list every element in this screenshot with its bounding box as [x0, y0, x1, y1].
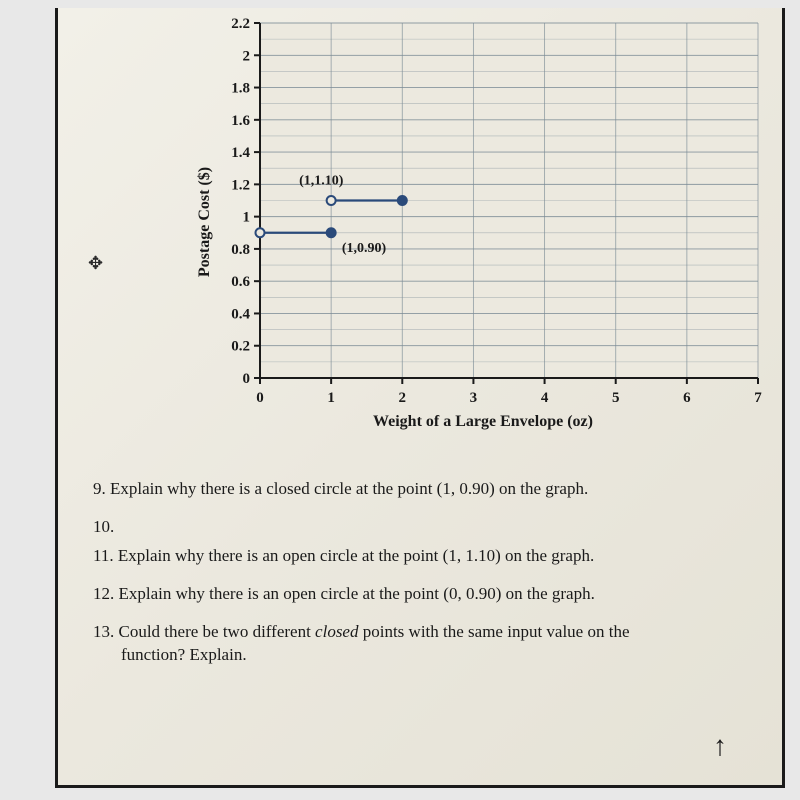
svg-text:1: 1	[327, 390, 335, 406]
svg-text:2: 2	[243, 48, 251, 64]
svg-text:2.2: 2.2	[231, 18, 250, 32]
arrow-up-icon: ↑	[713, 731, 727, 763]
svg-text:0.4: 0.4	[231, 306, 250, 322]
svg-text:4: 4	[541, 390, 549, 406]
svg-text:1: 1	[243, 210, 251, 226]
svg-text:0.6: 0.6	[231, 274, 250, 290]
q13-text-a: Could there be two different	[119, 622, 316, 641]
svg-text:1.8: 1.8	[231, 81, 250, 97]
q12-text: Explain why there is an open circle at t…	[119, 584, 595, 603]
question-13: 13. Could there be two different closed …	[93, 621, 743, 667]
q13-text-c: function? Explain.	[93, 644, 743, 667]
svg-text:1.2: 1.2	[231, 177, 250, 193]
svg-text:7: 7	[754, 390, 762, 406]
svg-text:(1,0.90): (1,0.90)	[342, 241, 387, 256]
questions-block: 9. Explain why there is a closed circle …	[93, 478, 743, 682]
y-axis-label: Postage Cost ($)	[196, 167, 214, 277]
q12-number: 12.	[93, 584, 114, 603]
q13-text-b: points with the same input value on the	[358, 622, 629, 641]
q11-text: Explain why there is an open circle at t…	[118, 546, 594, 565]
q9-number: 9.	[93, 479, 106, 498]
chart-svg: 0 0.2 0.4 0.6 0.8 1 1.2 1.4 1.6 1.8 2 2.2 0 1 2 3 4 5 6 7 (1…	[198, 18, 768, 438]
svg-text:2: 2	[399, 390, 407, 406]
q11-number: 11.	[93, 546, 114, 565]
svg-text:0.8: 0.8	[231, 242, 250, 258]
svg-text:0: 0	[256, 390, 264, 406]
postage-chart: Postage Cost ($) Weight of a Large Envel…	[198, 18, 768, 438]
svg-text:6: 6	[683, 390, 691, 406]
svg-text:5: 5	[612, 390, 620, 406]
question-12: 12. Explain why there is an open circle …	[93, 583, 743, 606]
svg-text:0.2: 0.2	[231, 339, 250, 355]
svg-text:(1,1.10): (1,1.10)	[299, 173, 344, 188]
svg-text:0: 0	[243, 371, 251, 387]
svg-text:1.4: 1.4	[231, 145, 250, 161]
question-10: 10.	[93, 516, 743, 539]
worksheet-page: ✥ Postage Cost ($) Weight of a Large Env…	[55, 8, 785, 788]
q13-number: 13.	[93, 622, 114, 641]
x-axis-label: Weight of a Large Envelope (oz)	[373, 413, 593, 431]
svg-text:1.6: 1.6	[231, 113, 250, 129]
question-11: 11. Explain why there is an open circle …	[93, 545, 743, 568]
q10-number: 10.	[93, 517, 114, 536]
q13-em: closed	[315, 622, 358, 641]
q9-text: Explain why there is a closed circle at …	[110, 479, 588, 498]
question-9: 9. Explain why there is a closed circle …	[93, 478, 743, 501]
move-cursor-icon: ✥	[88, 253, 103, 274]
svg-text:3: 3	[470, 390, 478, 406]
